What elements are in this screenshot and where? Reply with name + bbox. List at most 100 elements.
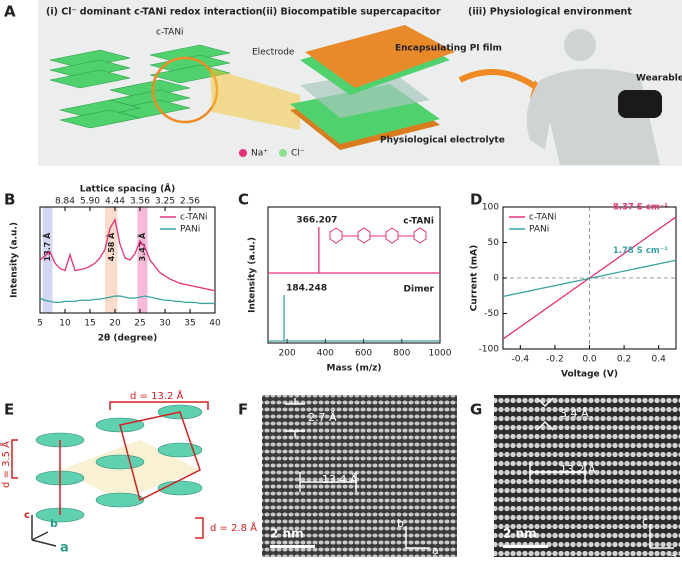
series-line (502, 259, 677, 298)
x-tick-label: 20 (109, 319, 121, 329)
x-tick-label: 0.4 (652, 355, 667, 365)
top-x-tick-label: 2.56 (180, 197, 200, 207)
band-label: 3.47 Å (137, 232, 147, 262)
panel-e: E d = 13.2 Å d = 3.5 Å d = 2.8 Å c b a (0, 389, 257, 556)
label: Encapsulating PI film (395, 44, 502, 54)
hrtem-image (494, 395, 680, 557)
x-tick-label: 800 (393, 349, 410, 359)
spacing-label: 3.4 Å (560, 407, 589, 420)
legend-label: c-TANi (529, 213, 557, 223)
label: Electrode (252, 48, 295, 58)
x-tick-label: 0.0 (582, 355, 597, 365)
peak-label: 366.207 (296, 216, 337, 226)
chart: 200 400 600 800 1000 Mass (m/z) Intensity (a.u… (248, 206, 452, 374)
label: Na⁺ (251, 149, 268, 159)
top-x-tick-label: 3.56 (130, 197, 150, 207)
panel-label: B (4, 191, 15, 209)
supercapacitor (290, 25, 455, 150)
na-legend-icon (239, 149, 247, 157)
axis-letter: b (50, 517, 58, 530)
label: Physiological electrolyte (380, 136, 505, 146)
section-title: (i) Cl⁻ dominant c-TANi redox interactio… (46, 7, 263, 18)
y-tick-label: 0 (493, 274, 499, 284)
spacing-label: d = 2.8 Å (210, 521, 257, 534)
x-tick-label: 200 (279, 349, 296, 359)
peak-label: 184.248 (286, 284, 327, 294)
x-tick-label: 10 (59, 319, 71, 329)
panel-label: A (4, 3, 16, 21)
highlight-band (137, 207, 148, 313)
axis-letter: a (670, 551, 677, 564)
x-tick-label: 40 (209, 319, 221, 329)
x-tick-label: 15 (84, 319, 95, 329)
section-title: (ii) Biocompatible supercapacitor (262, 7, 441, 18)
legend-label: PANi (529, 225, 549, 235)
human-figure (526, 29, 662, 165)
legend-label: c-TANi (180, 213, 208, 223)
x-tick-label: 35 (184, 319, 195, 329)
spacing-label: d = 3.5 Å (0, 441, 12, 488)
section-title: (iii) Physiological environment (468, 7, 632, 18)
y-axis-title: Current (mA) (470, 245, 480, 311)
top-axis-title: Lattice spacing (Å) (80, 184, 176, 195)
x-axis-title: 2θ (degree) (98, 334, 157, 344)
axis-letter: b (397, 517, 404, 530)
panel-label: D (470, 191, 482, 209)
top-x-tick-label: 5.90 (80, 197, 100, 207)
x-tick-label: 25 (134, 319, 145, 329)
series-line (39, 295, 215, 305)
spacing-label: d = 13.2 Å (130, 389, 184, 402)
label: Cl⁻ (291, 149, 305, 159)
top-x-tick-label: 3.25 (155, 197, 175, 207)
x-axis-title: Voltage (V) (561, 370, 618, 380)
cl-legend-icon (279, 149, 287, 157)
x-tick-label: -0.2 (546, 355, 564, 365)
scale-bar-label: 2 nm (503, 527, 537, 541)
x-axis-title: Mass (m/z) (326, 364, 381, 374)
chart: -0.4 -0.2 0.0 0.2 0.4 -100 -50 0 50 100 Voltage (V… (470, 202, 677, 380)
axis-letter: a (432, 544, 439, 557)
y-tick-label: 50 (488, 238, 500, 248)
panel-label: F (238, 401, 248, 419)
chemical-structure (329, 227, 427, 244)
legend-label: c-TANi (403, 217, 434, 227)
panel-a: A (i) Cl⁻ dominant c-TANi redox interact… (4, 0, 682, 166)
x-tick-label: 600 (355, 349, 372, 359)
axis-letter: c (642, 515, 648, 528)
panel-g: G 3.4 Å 13.2 Å 2 nm c a (470, 395, 680, 564)
panel-label: C (238, 191, 249, 209)
legend-label: PANi (180, 225, 200, 235)
chart: 13.7 Å 4.58 Å 3.47 Å 5 10 15 20 25 30 35 40 8.84 5.9… (10, 184, 221, 344)
x-tick-label: 5 (37, 319, 43, 329)
x-tick-label: -0.4 (512, 355, 530, 365)
band-label: 4.58 Å (106, 232, 116, 262)
spacing-label: 13.4 Å (322, 473, 358, 486)
annotation: 1.78 S cm⁻¹ (613, 246, 668, 256)
hrtem-image (262, 395, 457, 557)
y-axis-title: Intensity (a.u.) (248, 237, 258, 313)
zoom-cone (210, 68, 300, 130)
series-line (39, 217, 216, 292)
x-tick-label: 0.2 (617, 355, 631, 365)
spacing-label: 13.2 Å (560, 463, 596, 476)
legend-label: Dimer (404, 285, 435, 295)
top-x-tick-label: 4.44 (105, 197, 125, 207)
panel-label: G (470, 401, 482, 419)
ctani-stacks (49, 44, 231, 129)
annotation: 8.37 S cm⁻¹ (613, 202, 668, 212)
band-label: 13.7 Å (42, 232, 52, 262)
plot-frame (267, 206, 441, 344)
scale-bar-label: 2 nm (270, 527, 304, 541)
axis-letter: c (24, 510, 30, 521)
spacing-label: 2.7 Å (308, 411, 337, 424)
panel-f: F 2.7 Å 13.4 Å 2 nm b a (238, 395, 457, 557)
x-tick-label: 400 (317, 349, 334, 359)
y-tick-label: -50 (484, 309, 499, 319)
y-tick-label: 100 (482, 203, 499, 213)
axis-letter: a (60, 541, 69, 556)
highlight-band (42, 207, 53, 313)
label: Wearable devices (636, 74, 682, 84)
panel-label: E (4, 401, 14, 419)
